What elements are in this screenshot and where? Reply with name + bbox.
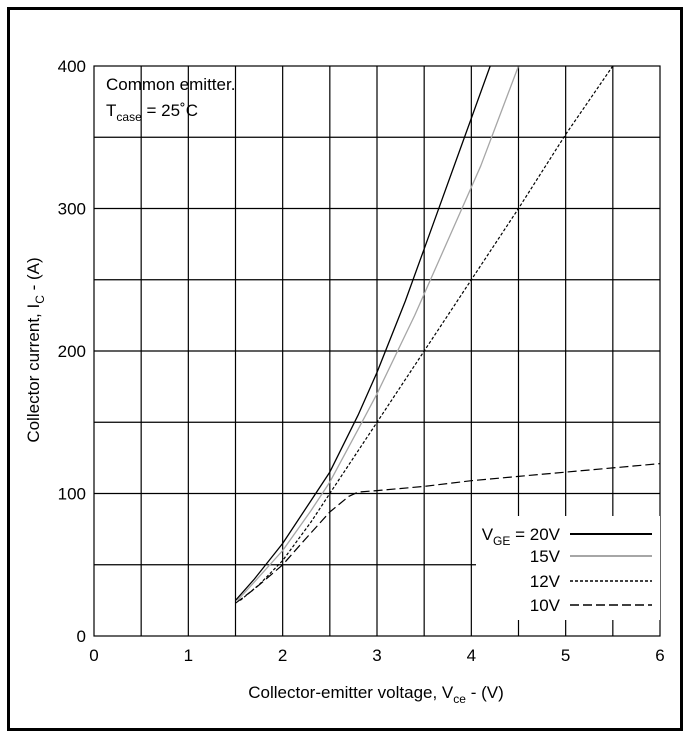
- legend-prefix-sub: GE: [493, 534, 510, 548]
- annotation-sub: case: [116, 110, 142, 124]
- series-layer: [235, 65, 661, 604]
- x-tick-label: 3: [372, 646, 381, 665]
- x-axis-label-suffix: - (V): [466, 683, 504, 702]
- series-line-12v: [239, 65, 614, 601]
- x-tick-label: 4: [467, 646, 476, 665]
- ticks: 0 1 2 3 4 5 6 0 100 200 300 400: [58, 57, 665, 665]
- legend-prefix-eq: =: [510, 525, 529, 544]
- annotation-suffix: = 25˚C: [142, 101, 198, 120]
- annotation-t: T: [106, 101, 116, 120]
- legend-label-4: 10V: [530, 596, 561, 615]
- x-tick-label: 0: [89, 646, 98, 665]
- y-tick-label: 200: [58, 342, 86, 361]
- y-tick-label: 0: [77, 627, 86, 646]
- x-axis-label: Collector-emitter voltage, Vce - (V): [248, 683, 504, 706]
- plot-border: [93, 65, 661, 637]
- x-tick-label: 2: [278, 646, 287, 665]
- legend-value-1: 20V: [530, 525, 561, 544]
- grid: [94, 66, 660, 636]
- annotation-line1: Common emitter.: [106, 75, 235, 94]
- legend-prefix-v: V: [482, 525, 494, 544]
- legend-label-2: 15V: [530, 547, 561, 566]
- x-axis-label-main: Collector-emitter voltage, V: [248, 683, 454, 702]
- legend-box: [476, 516, 660, 620]
- x-tick-label: 1: [184, 646, 193, 665]
- x-tick-label: 6: [655, 646, 664, 665]
- x-axis-label-sub: ce: [453, 692, 466, 706]
- y-tick-label: 100: [58, 485, 86, 504]
- legend-label-3: 12V: [530, 572, 561, 591]
- y-axis-label-sub: C: [33, 295, 47, 304]
- y-tick-label: 400: [58, 57, 86, 76]
- y-axis-label: Collector current, IC - (A): [24, 257, 47, 442]
- annotation-line2: Tcase = 25˚C: [106, 101, 198, 124]
- y-axis-label-main: Collector current, I: [24, 304, 43, 443]
- series-line-15v: [236, 65, 520, 601]
- y-axis-label-suffix: - (A): [24, 257, 43, 295]
- legend-label-1: VGE = 20V: [482, 525, 561, 548]
- series-line-20v: [235, 65, 491, 601]
- series-line-10v: [235, 463, 661, 604]
- x-tick-label: 5: [561, 646, 570, 665]
- y-tick-label: 300: [58, 200, 86, 219]
